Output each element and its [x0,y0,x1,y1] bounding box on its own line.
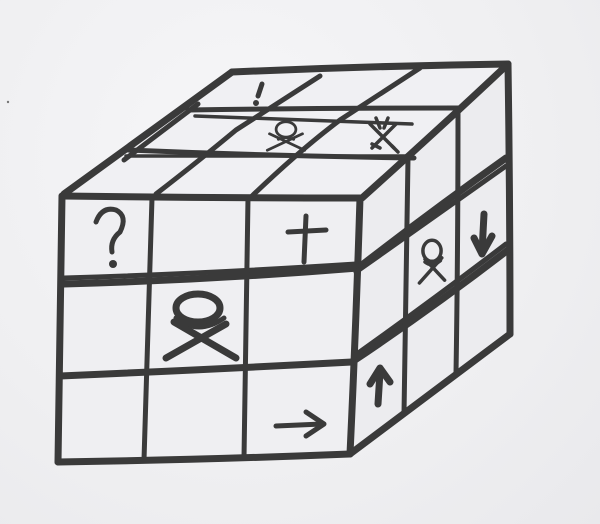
arrow-right-icon [273,409,327,439]
side-face-grid [346,60,514,458]
stray-dot [6,100,10,104]
skull-crossbones-icon [417,238,447,285]
front-face-grid [54,192,364,466]
skull-crossbones-icon [162,290,240,362]
exclamation-icon [253,81,265,106]
cube-front-face [58,196,360,462]
crossed-arrows-icon [368,116,400,154]
question-icon [93,206,126,268]
arrow-up-icon [366,364,394,408]
cross-icon [285,213,329,265]
cube-side-face [350,64,510,454]
top-face-grid [60,60,512,202]
arrow-down-icon [470,210,496,258]
skull-crossbones-icon [265,120,307,152]
